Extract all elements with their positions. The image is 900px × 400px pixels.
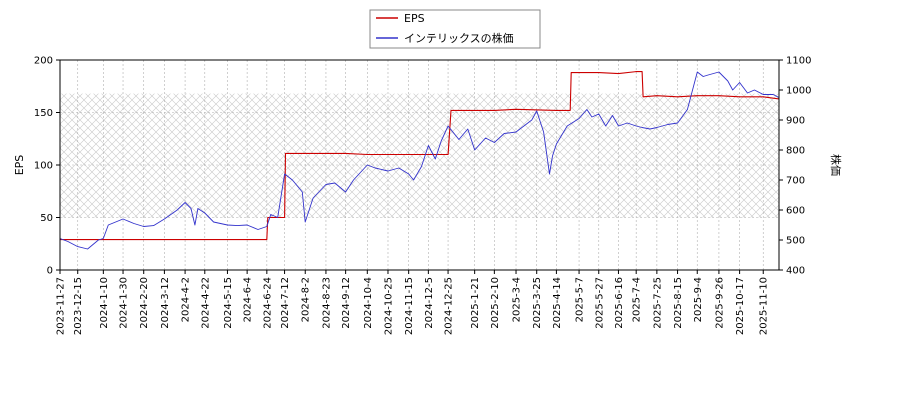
left-axis: 0 50 100 150 200: [34, 56, 60, 277]
hatched-band: [60, 93, 779, 218]
x-tick-label: 2024-12-5: [424, 277, 435, 329]
x-tick-label: 2025-6-16: [614, 277, 625, 329]
right-tick-label: 1000: [786, 86, 811, 97]
x-tick-label: 2024-8-23: [321, 277, 332, 329]
x-tick-label: 2024-11-15: [404, 277, 415, 335]
x-tick-label: 2024-2-20: [139, 277, 150, 329]
right-tick-label: 400: [786, 266, 805, 277]
left-tick-label: 150: [34, 108, 53, 119]
right-axis: 400 500 600 700 800 900 1000 1100: [779, 56, 811, 277]
left-tick-label: 0: [47, 266, 53, 277]
x-tick-label: 2024-7-12: [280, 277, 291, 329]
x-tick-label: 2024-3-12: [160, 277, 171, 329]
x-tick-label: 2025-9-26: [714, 277, 725, 329]
x-tick-label: 2025-3-25: [532, 277, 543, 329]
x-tick-label: 2024-4-2: [181, 277, 192, 322]
x-tick-label: 2025-10-17: [735, 277, 746, 335]
left-tick-label: 50: [40, 213, 53, 224]
x-tick-label: 2025-5-27: [594, 277, 605, 329]
x-tick-label: 2025-11-10: [759, 277, 770, 335]
x-axis: 2023-11-27 2023-12-15 2024-1-10 2024-1-30 20…: [56, 270, 770, 335]
right-tick-label: 500: [786, 236, 805, 247]
x-tick-label: 2024-10-4: [363, 277, 374, 329]
right-tick-label: 800: [786, 146, 805, 157]
x-tick-label: 2025-7-4: [632, 277, 643, 322]
right-tick-label: 700: [786, 176, 805, 187]
legend-label-price: インテリックスの株価: [404, 31, 514, 45]
price-series-line: [60, 71, 779, 250]
eps-series-line: [60, 71, 779, 241]
x-tick-label: 2024-6-4: [243, 277, 254, 322]
series-layer: [60, 71, 779, 250]
x-tick-label: 2025-8-15: [673, 277, 684, 329]
x-tick-label: 2024-4-22: [200, 277, 211, 329]
right-tick-label: 600: [786, 206, 805, 217]
left-tick-label: 200: [34, 56, 53, 67]
x-tick-label: 2024-12-25: [444, 277, 455, 335]
x-tick-label: 2025-1-21: [470, 277, 481, 329]
x-tick-label: 2023-12-15: [73, 277, 84, 335]
x-tick-label: 2024-9-12: [341, 277, 352, 329]
x-tick-label: 2025-9-4: [693, 277, 704, 322]
x-tick-label: 2024-5-15: [223, 277, 234, 329]
x-tick-label: 2024-6-24: [262, 277, 273, 329]
left-axis-title: EPS: [13, 155, 26, 176]
x-tick-label: 2024-1-10: [99, 277, 110, 329]
right-tick-label: 900: [786, 116, 805, 127]
left-tick-label: 100: [34, 161, 53, 172]
grid-lines: [59, 59, 779, 271]
right-tick-label: 1100: [786, 56, 811, 67]
x-tick-label: 2024-8-2: [301, 277, 312, 322]
x-tick-label: 2025-3-4: [512, 277, 523, 322]
legend-label-eps: EPS: [404, 12, 425, 25]
x-tick-label: 2024-1-30: [119, 277, 130, 329]
x-tick-label: 2025-5-7: [575, 277, 586, 322]
right-axis-title: 株価: [829, 154, 843, 176]
x-tick-label: 2025-4-14: [552, 277, 563, 329]
legend: EPS インテリックスの株価: [369, 9, 541, 49]
x-tick-label: 2025-2-10: [490, 277, 501, 329]
x-tick-label: 2024-10-25: [383, 277, 394, 335]
x-tick-label: 2025-7-25: [652, 277, 663, 329]
x-tick-label: 2023-11-27: [56, 277, 67, 335]
legend-box: [369, 9, 541, 49]
